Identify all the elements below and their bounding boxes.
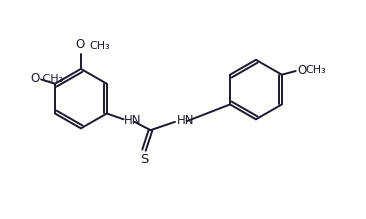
Text: CH₃: CH₃ xyxy=(39,74,64,84)
Text: CH₃: CH₃ xyxy=(89,41,110,51)
Text: HN: HN xyxy=(177,113,194,127)
Text: S: S xyxy=(140,153,148,166)
Text: O: O xyxy=(297,64,306,77)
Text: HN: HN xyxy=(124,113,142,127)
Text: CH₃: CH₃ xyxy=(306,65,326,75)
Text: O: O xyxy=(75,39,85,51)
Text: O: O xyxy=(30,72,39,85)
